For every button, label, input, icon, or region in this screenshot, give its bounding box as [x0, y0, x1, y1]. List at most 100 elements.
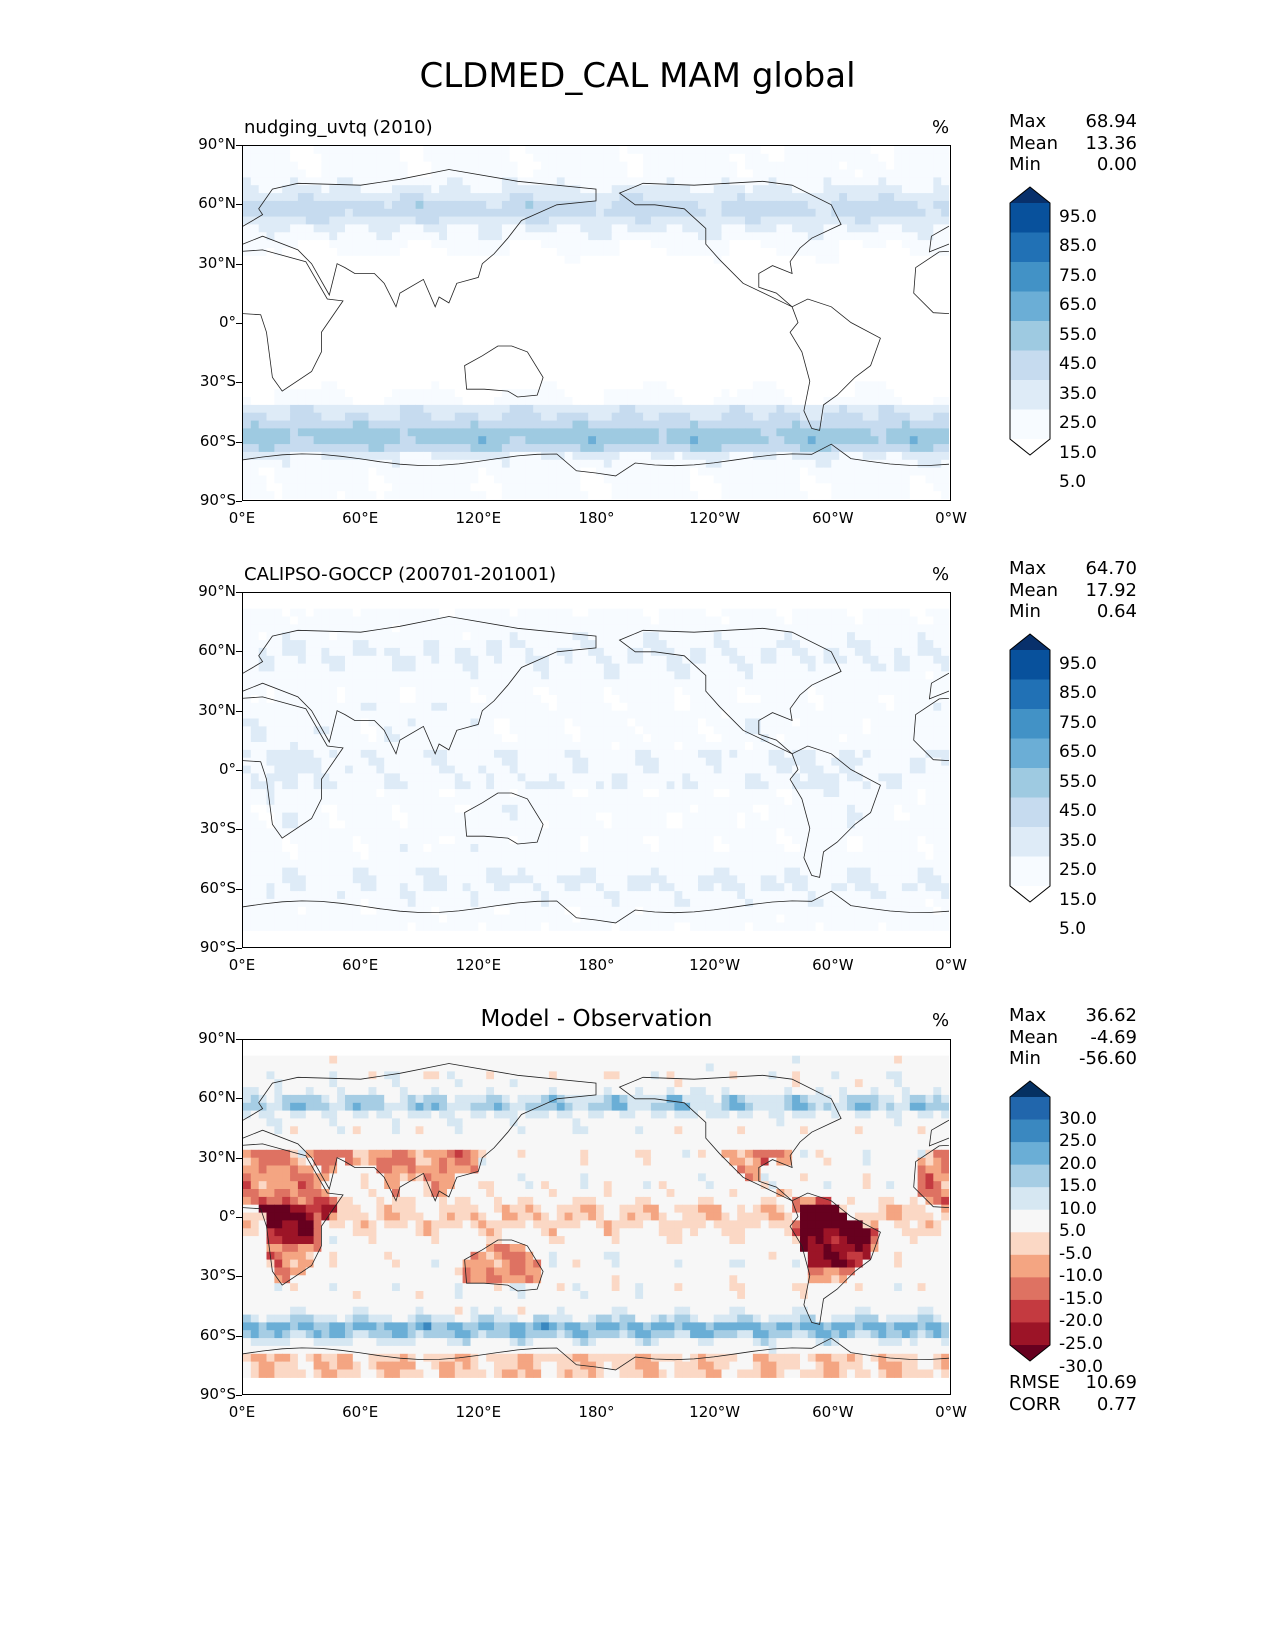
heat-cell: [415, 679, 424, 688]
heat-cell: [572, 232, 581, 241]
heat-cell: [486, 295, 495, 304]
heat-cell: [768, 334, 777, 343]
heat-cell: [352, 663, 362, 672]
heat-cell: [690, 263, 699, 273]
heat-cell: [815, 208, 824, 218]
heat-cell: [870, 232, 879, 241]
heat-cell: [509, 459, 519, 469]
heat-cell: [454, 640, 464, 649]
heat-cell: [658, 647, 668, 657]
heat-cell: [886, 632, 895, 641]
heat-cell: [376, 444, 385, 453]
heat-cell: [274, 608, 283, 618]
heat-cell: [925, 671, 934, 680]
heat-cell: [909, 310, 919, 320]
heat-cell: [917, 663, 926, 672]
heat-cell: [847, 608, 856, 618]
heat-cell: [572, 342, 581, 351]
heat-cell: [415, 616, 424, 625]
heat-cell: [752, 467, 762, 476]
heat-cell: [282, 663, 291, 672]
heat-cell: [870, 491, 879, 499]
heat-cell: [533, 608, 542, 618]
heat-cell: [282, 624, 291, 633]
heat-cell: [290, 216, 299, 225]
heat-cell: [823, 279, 832, 288]
heat-cell: [627, 326, 636, 335]
heat-cell: [407, 200, 417, 210]
heat-cell: [792, 397, 801, 406]
heat-cell: [815, 381, 824, 390]
heat-cell: [297, 420, 307, 429]
heat-cell: [384, 373, 393, 382]
heat-cell: [823, 350, 832, 359]
lat-tick: [236, 263, 242, 265]
heat-cell: [941, 663, 949, 672]
heat-cell: [329, 287, 338, 296]
heat-cell: [792, 616, 801, 625]
heat-cell: [376, 632, 385, 641]
heat-cell: [423, 420, 432, 429]
heat-cell: [941, 240, 949, 249]
heat-cell: [807, 193, 817, 202]
heat-cell: [439, 279, 448, 288]
heat-cell: [831, 263, 840, 273]
heat-cell: [823, 632, 832, 641]
heat-cell: [415, 671, 424, 680]
heat-cell: [297, 295, 307, 304]
heat-cell: [376, 467, 385, 476]
heat-cell: [399, 365, 409, 374]
heat-cell: [321, 146, 330, 155]
heat-cell: [650, 185, 660, 194]
heat-cell: [258, 616, 268, 625]
heat-cell: [580, 373, 589, 382]
heat-cell: [768, 342, 777, 351]
heat-cell: [282, 647, 291, 657]
heat-cell: [305, 263, 315, 273]
heat-cell: [266, 475, 275, 484]
heat-cell: [674, 263, 683, 273]
heat-cell: [674, 373, 683, 382]
heat-cell: [690, 248, 699, 257]
heat-cell: [423, 655, 432, 665]
heat-cell: [266, 169, 275, 178]
heat-cell: [384, 640, 393, 649]
heat-cell: [517, 444, 526, 453]
heat-cell: [478, 491, 487, 499]
heat-cell: [572, 334, 581, 343]
heat-cell: [533, 647, 542, 657]
heat-cell: [815, 475, 824, 484]
heat-cell: [415, 467, 424, 476]
heat-cell: [384, 624, 393, 633]
heat-cell: [800, 412, 809, 422]
heat-cell: [345, 647, 354, 657]
heat-cell: [360, 326, 370, 335]
heat-cell: [831, 193, 840, 202]
heat-cell: [266, 232, 275, 241]
heat-cell: [627, 632, 636, 641]
heat-cell: [423, 663, 432, 672]
heat-cell: [407, 397, 417, 406]
heat-cell: [839, 663, 848, 672]
heat-cell: [462, 420, 471, 429]
heat-cell: [533, 624, 542, 633]
heat-cell: [854, 287, 864, 296]
heat-cell: [588, 342, 597, 351]
heat-cell: [297, 671, 307, 680]
heat-cell: [243, 208, 252, 218]
heat-cell: [313, 248, 322, 257]
heat-cell: [768, 444, 777, 453]
heat-cell: [698, 671, 707, 680]
heat-cell: [345, 146, 354, 155]
heat-cell: [282, 475, 291, 484]
heat-cell: [831, 671, 840, 680]
heat-cell: [917, 302, 926, 312]
heat-cell: [548, 232, 558, 241]
heat-cell: [580, 224, 589, 233]
heat-cell: [721, 616, 730, 625]
heat-cell: [352, 216, 362, 225]
heat-cell: [580, 679, 589, 688]
heat-cell: [352, 647, 362, 657]
heat-cell: [290, 302, 299, 312]
heat-cell: [925, 428, 934, 437]
